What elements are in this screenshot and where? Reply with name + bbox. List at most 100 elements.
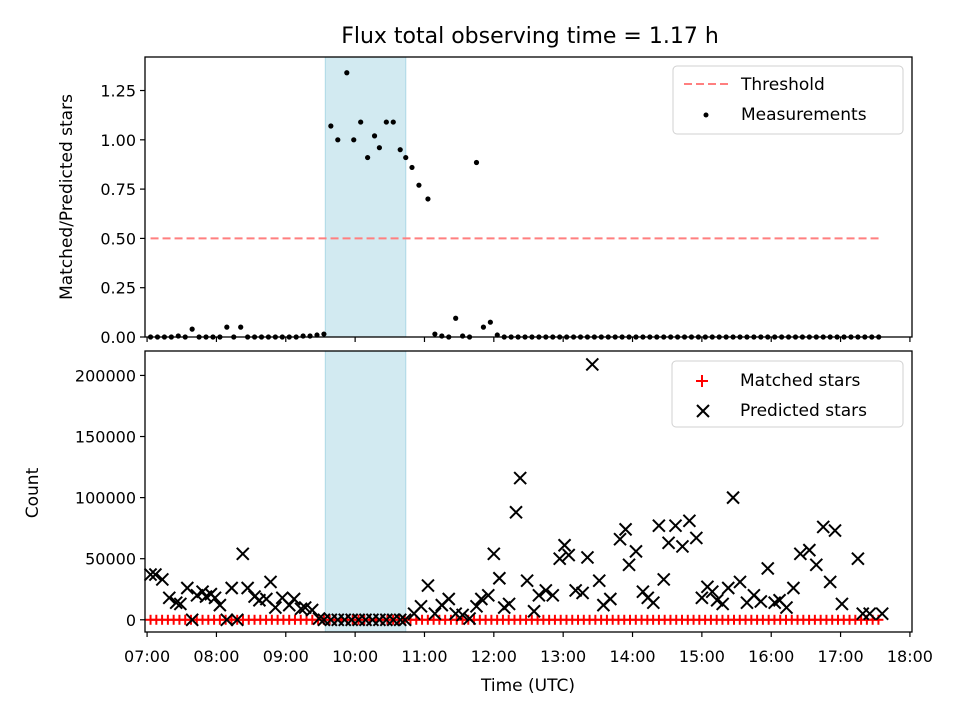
predicted-star-marker xyxy=(487,547,501,561)
predicted-marker-b xyxy=(469,599,484,614)
top-y-tick-label: 1.25 xyxy=(100,82,136,101)
predicted-star-marker xyxy=(816,520,830,534)
predicted-marker-b xyxy=(421,578,435,593)
predicted-marker-b xyxy=(213,598,227,612)
predicted-marker-b xyxy=(263,575,278,589)
bottom-x-tick-label: 12:00 xyxy=(471,647,517,666)
bottom-x-tick-label: 17:00 xyxy=(818,647,864,666)
measurement-point xyxy=(335,137,341,143)
measurement-point xyxy=(358,119,364,125)
predicted-marker-b xyxy=(618,522,633,537)
bottom-y-tick-label: 100000 xyxy=(75,489,136,508)
predicted-star-marker xyxy=(754,594,768,609)
predicted-marker-b xyxy=(747,588,761,603)
predicted-star-marker xyxy=(442,592,456,606)
predicted-marker-b xyxy=(195,584,210,599)
predicted-star-marker xyxy=(185,613,199,627)
predicted-star-marker xyxy=(823,575,837,589)
predicted-star-marker xyxy=(481,588,495,603)
bottom-x-tick-label: 11:00 xyxy=(401,647,447,666)
measurement-point xyxy=(397,147,403,153)
top-y-axis-label: Matched/Predicted stars xyxy=(57,94,77,300)
legend-measurements-label: Measurements xyxy=(741,105,867,125)
bottom-highlight-span xyxy=(324,350,407,633)
top-x-axis-ticks xyxy=(146,337,911,342)
predicted-star-marker xyxy=(421,578,435,593)
predicted-marker-b xyxy=(305,603,319,617)
predicted-marker-b xyxy=(668,519,683,533)
predicted-marker-b xyxy=(652,519,666,533)
predicted-star-marker xyxy=(562,548,576,562)
predicted-marker-b xyxy=(710,593,724,607)
bottom-matched-markers-layer xyxy=(145,614,884,625)
predicted-marker-b xyxy=(761,561,775,576)
predicted-star-marker xyxy=(682,514,697,528)
predicted-star-marker xyxy=(661,536,676,550)
predicted-marker-b xyxy=(646,595,661,610)
predicted-marker-b xyxy=(835,597,849,611)
predicted-marker-b xyxy=(546,588,560,603)
top-y-tick-label: 0.00 xyxy=(100,328,136,347)
measurement-point xyxy=(480,324,487,330)
predicted-marker-b xyxy=(575,586,590,600)
legend-threshold-label: Threshold xyxy=(740,75,825,95)
measurement-point xyxy=(453,315,459,321)
predicted-star-marker xyxy=(835,597,849,611)
predicted-star-marker xyxy=(875,606,889,621)
predicted-star-marker xyxy=(502,597,516,611)
bottom-x-tick-label: 15:00 xyxy=(679,647,725,666)
predicted-marker-b xyxy=(428,606,442,621)
predicted-star-marker xyxy=(509,505,523,519)
predicted-marker-b xyxy=(823,575,837,589)
predicted-marker-b xyxy=(208,591,222,605)
predicted-star-marker xyxy=(492,571,507,585)
predicted-marker-b xyxy=(462,611,477,626)
predicted-marker-b xyxy=(224,581,239,595)
predicted-star-marker xyxy=(520,573,534,588)
measurement-point xyxy=(344,70,350,76)
predicted-marker-b xyxy=(287,592,301,606)
predicted-marker-b xyxy=(448,606,463,621)
measurement-point xyxy=(351,137,357,143)
predicted-marker-b xyxy=(236,547,250,561)
predicted-marker-b xyxy=(557,538,572,552)
measurement-point xyxy=(189,326,195,332)
predicted-star-marker xyxy=(592,573,606,588)
predicted-marker-b xyxy=(816,520,830,534)
predicted-star-marker xyxy=(802,543,817,557)
bottom-x-tick-label: 09:00 xyxy=(263,647,309,666)
predicted-marker-b xyxy=(661,536,676,550)
predicted-marker-b xyxy=(312,611,326,626)
predicted-marker-b xyxy=(173,597,188,611)
predicted-marker-b xyxy=(442,592,456,606)
predicted-marker-b xyxy=(622,558,636,572)
predicted-marker-b xyxy=(298,600,312,615)
predicted-star-marker xyxy=(162,591,176,605)
bottom-highlight-span-layer xyxy=(324,350,407,633)
predicted-star-marker xyxy=(668,519,683,533)
predicted-marker-b xyxy=(793,547,808,561)
predicted-marker-b xyxy=(180,581,195,595)
bottom-plot-panel: 0 50000 100000 150000 200000 07:00 08:00 09:00… xyxy=(23,350,933,696)
predicted-star-marker xyxy=(312,611,326,626)
measurement-point xyxy=(376,145,382,151)
predicted-star-marker xyxy=(629,544,643,559)
predicted-marker-b xyxy=(143,567,158,582)
predicted-marker-b xyxy=(828,523,842,538)
predicted-marker-b xyxy=(772,593,787,607)
predicted-marker-b xyxy=(393,613,407,627)
bottom-x-tick-label: 10:00 xyxy=(332,647,378,666)
predicted-star-marker xyxy=(552,551,567,566)
predicted-marker-b xyxy=(487,547,501,561)
measurement-point xyxy=(224,324,230,330)
predicted-star-marker xyxy=(613,532,627,546)
predicted-marker-b xyxy=(414,599,428,614)
predicted-marker-b xyxy=(148,567,163,582)
predicted-marker-b xyxy=(481,588,495,603)
predicted-star-marker xyxy=(793,547,808,561)
predicted-marker-b xyxy=(268,600,283,615)
measurement-point xyxy=(409,164,415,171)
legend-measurements-swatch xyxy=(703,112,709,118)
measurement-point xyxy=(432,331,438,337)
predicted-marker-b xyxy=(527,604,541,618)
